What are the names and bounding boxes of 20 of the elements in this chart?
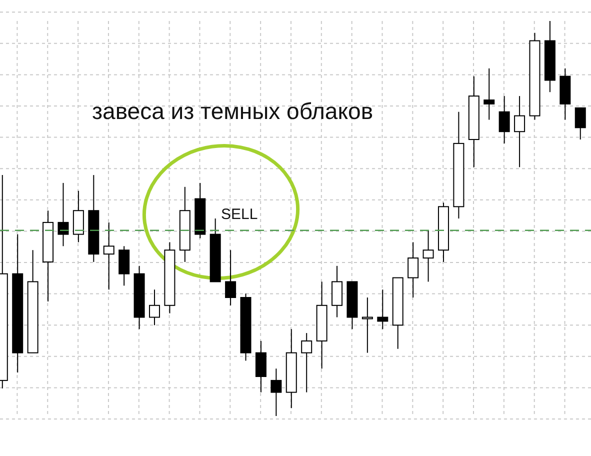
candlestick [148, 289, 160, 326]
candlestick [301, 332, 312, 393]
candlestick [377, 289, 388, 330]
candlestick [118, 246, 130, 286]
candlestick [362, 297, 373, 354]
candlestick [270, 368, 282, 416]
candlestick [255, 340, 266, 393]
candlestick [332, 265, 343, 318]
candlestick [498, 96, 510, 144]
candlestick [58, 182, 69, 247]
annotation: SELL [221, 206, 258, 223]
candlestick [514, 96, 526, 168]
candlestick [103, 222, 114, 290]
candlestick [484, 68, 495, 120]
candlestick [72, 190, 84, 243]
candlestick [574, 107, 586, 140]
candlestick [422, 230, 434, 282]
candlestick [408, 242, 419, 298]
text: завеса из темных облаков [92, 98, 374, 125]
candlestick [225, 250, 236, 306]
